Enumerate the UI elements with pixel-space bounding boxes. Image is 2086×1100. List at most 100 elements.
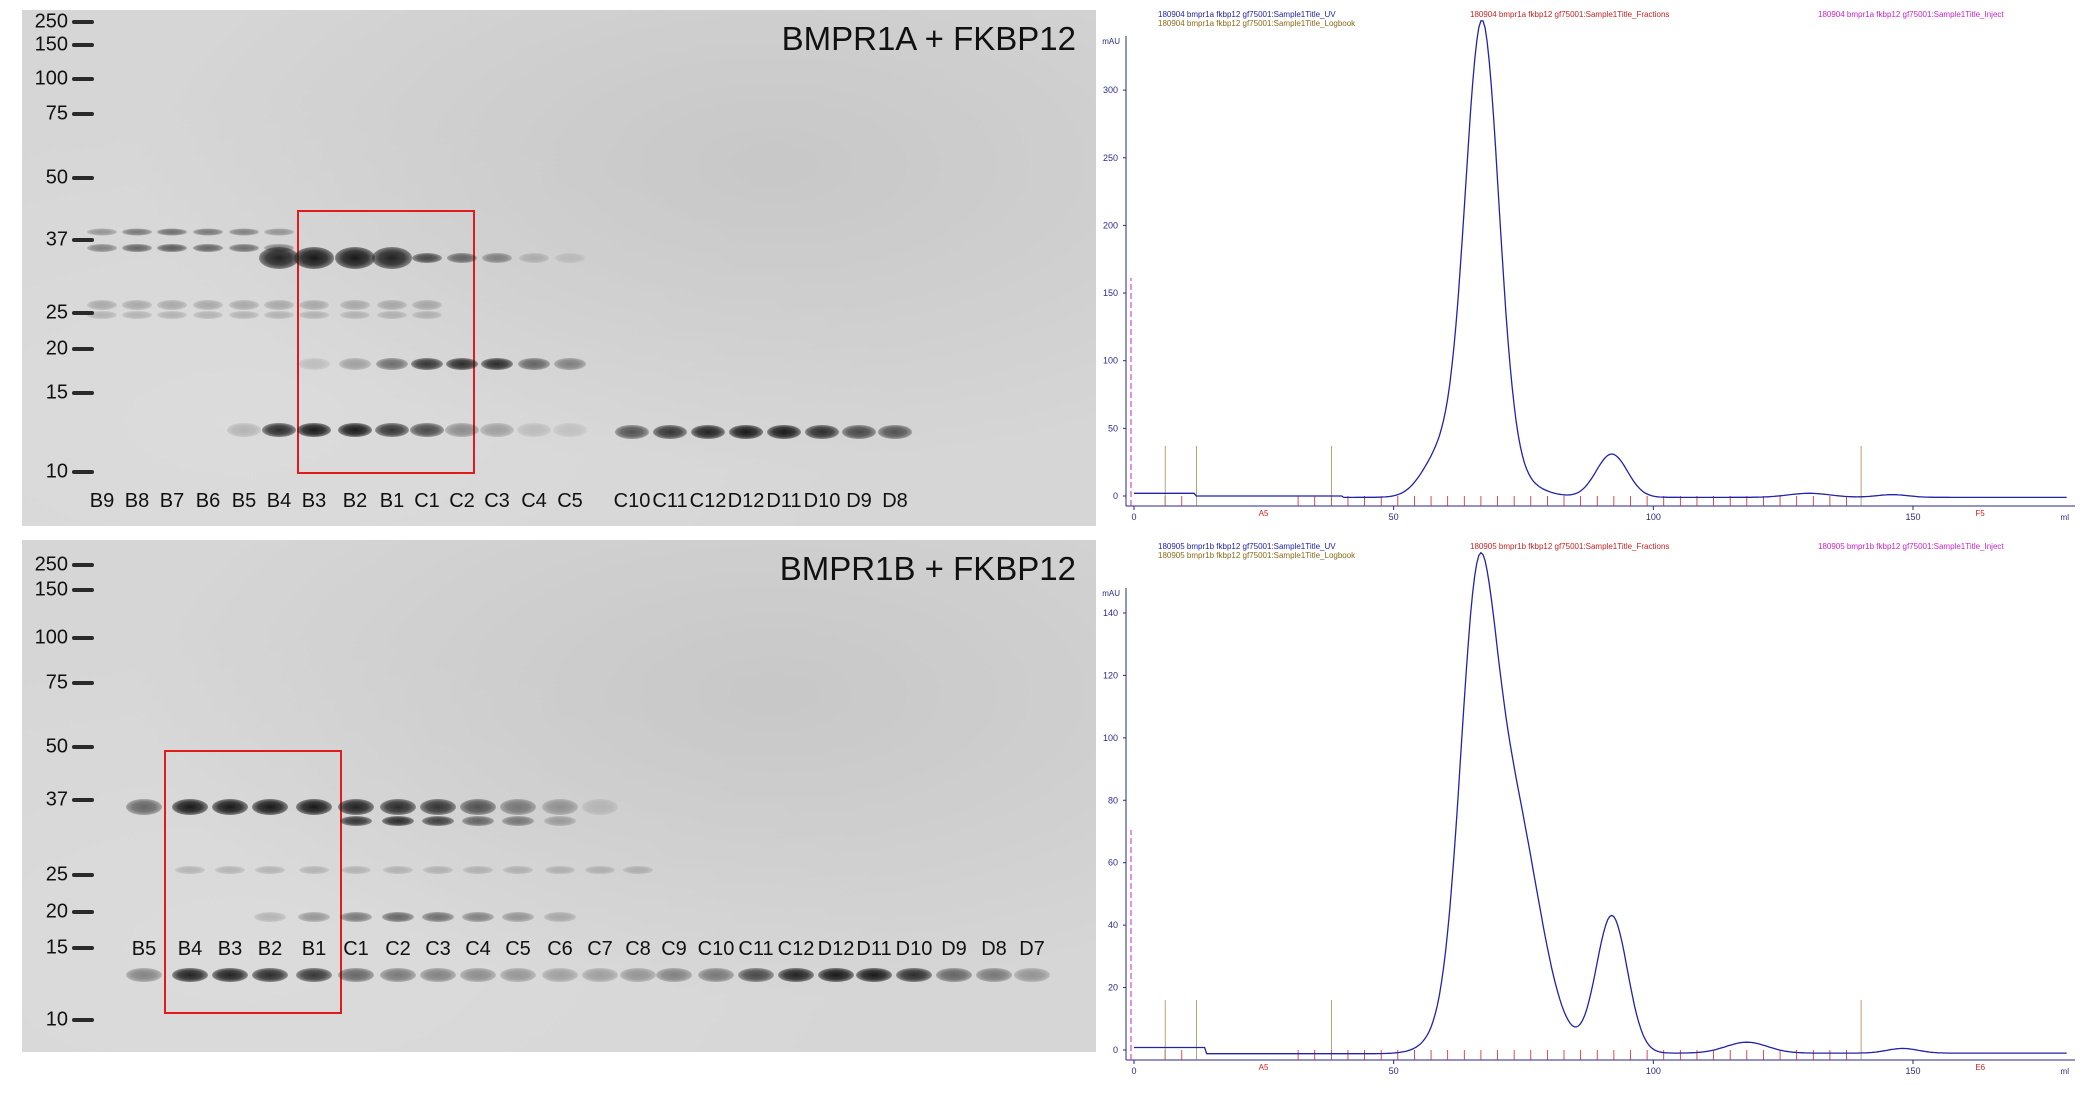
protein-band: [412, 253, 442, 263]
protein-band: [122, 244, 152, 252]
protein-band: [377, 300, 407, 310]
y-tick-label: 150: [1103, 288, 1118, 298]
x-tick-label: 150: [1905, 1066, 1920, 1076]
protein-band: [502, 816, 534, 826]
x-unit-label: ml: [2061, 1067, 2070, 1076]
protein-band: [422, 912, 454, 922]
bottom-legend-fractions: 180905 bmpr1b fkbp12 gf75001:Sample1Titl…: [1470, 542, 1670, 551]
ladder-label: 150: [34, 33, 68, 56]
ladder-label: 250: [34, 10, 68, 33]
protein-band: [87, 300, 117, 310]
lane-label: C5: [557, 490, 583, 512]
y-unit-label: mAU: [1102, 589, 1120, 598]
protein-band: [503, 866, 533, 874]
top-chromatogram: 180904 bmpr1a fkbp12 gf75001:Sample1Titl…: [1100, 8, 2080, 528]
ladder-label: 250: [34, 553, 68, 576]
protein-band: [446, 358, 478, 370]
protein-band: [193, 228, 223, 236]
ladder-band: [72, 470, 94, 474]
protein-band: [585, 866, 615, 874]
uv-trace: [1134, 551, 2067, 1055]
protein-band: [376, 358, 408, 370]
y-tick-label: 60: [1108, 858, 1118, 868]
lane-label: D8: [882, 490, 908, 512]
ladder-band: [72, 20, 94, 24]
lane-label: B2: [342, 490, 368, 512]
bottom-gel-image: BMPR1B + FKBP12 250 150 100 75 50 37 25 20 15 10 B…: [22, 540, 1096, 1052]
x-tick-label: 100: [1646, 1066, 1661, 1076]
protein-band: [157, 228, 187, 236]
ladder-label: 10: [45, 460, 68, 483]
protein-band: [896, 968, 932, 982]
x-tick-label: 0: [1131, 512, 1136, 522]
protein-band: [335, 247, 375, 269]
protein-band: [193, 300, 223, 310]
y-tick-label: 140: [1103, 608, 1118, 618]
y-tick-label: 40: [1108, 920, 1118, 930]
protein-band: [382, 816, 414, 826]
lane-label: D11: [856, 938, 892, 960]
protein-band: [502, 912, 534, 922]
ladder-label: 15: [45, 381, 68, 404]
protein-band: [542, 968, 578, 982]
protein-band: [377, 311, 407, 319]
ladder-band: [72, 176, 94, 180]
protein-band: [620, 968, 656, 982]
ladder-band: [72, 112, 94, 116]
lane-label: D9: [846, 490, 872, 512]
protein-band: [653, 425, 687, 439]
protein-band: [615, 425, 649, 439]
fraction-start-label: A5: [1259, 1063, 1269, 1072]
lane-label: C8: [625, 938, 651, 960]
lane-label: C11: [738, 938, 774, 960]
ladder-label: 25: [45, 301, 68, 324]
protein-band: [445, 423, 479, 437]
lane-label: C1: [343, 938, 369, 960]
protein-band: [212, 799, 248, 815]
protein-band: [460, 799, 496, 815]
lane-label: D12: [727, 490, 765, 512]
protein-band: [215, 866, 245, 874]
protein-band: [264, 228, 294, 236]
y-tick-label: 0: [1113, 491, 1118, 501]
lane-label: B1: [379, 490, 405, 512]
lane-label: B3: [217, 938, 243, 960]
protein-band: [555, 253, 585, 263]
protein-band: [372, 247, 412, 269]
lane-label: B2: [257, 938, 283, 960]
y-tick-label: 120: [1103, 670, 1118, 680]
top-legend-logbook: 180904 bmpr1a fkbp12 gf75001:Sample1Titl…: [1158, 19, 1356, 28]
lane-label: B8: [124, 490, 150, 512]
protein-band: [480, 423, 514, 437]
ladder-label: 25: [45, 863, 68, 886]
ladder-band: [72, 563, 94, 567]
protein-band: [264, 311, 294, 319]
protein-band: [517, 423, 551, 437]
protein-band: [460, 968, 496, 982]
protein-band: [296, 799, 332, 815]
ladder-band: [72, 946, 94, 950]
lane-label: D9: [941, 938, 967, 960]
lane-label: D8: [981, 938, 1007, 960]
protein-band: [878, 425, 912, 439]
protein-band: [481, 358, 513, 370]
y-tick-label: 200: [1103, 220, 1118, 230]
top-gel-selection-box: [297, 210, 475, 474]
protein-band: [553, 423, 587, 437]
protein-band: [519, 253, 549, 263]
protein-band: [382, 912, 414, 922]
lane-label: D10: [803, 490, 841, 512]
protein-band: [252, 968, 288, 982]
protein-band: [698, 968, 734, 982]
bottom-chromatogram: 180905 bmpr1b fkbp12 gf75001:Sample1Titl…: [1100, 540, 2080, 1096]
lane-label: C7: [587, 938, 613, 960]
protein-band: [1014, 968, 1050, 982]
fraction-start-label: A5: [1259, 509, 1269, 518]
y-tick-label: 50: [1108, 423, 1118, 433]
ladder-band: [72, 238, 94, 242]
bottom-chromatogram-plot: 0 20 40 60 80 100 120 140 mAU 0 50 100 150 ml A5 E6: [1102, 551, 2075, 1076]
protein-band: [340, 816, 372, 826]
protein-band: [294, 247, 334, 269]
protein-band: [157, 311, 187, 319]
protein-band: [296, 968, 332, 982]
